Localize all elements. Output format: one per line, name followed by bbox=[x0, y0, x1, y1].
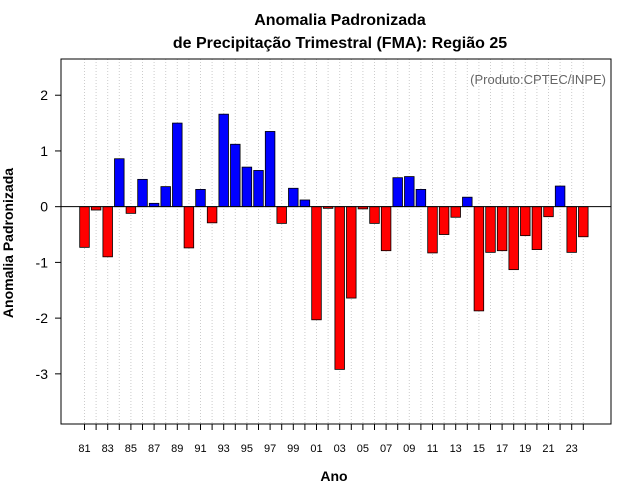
y-axis-label: Anomalia Padronizada bbox=[0, 168, 16, 318]
grid-lines bbox=[84, 59, 584, 424]
credit-label: (Produto:CPTEC/INPE) bbox=[470, 72, 606, 87]
bar-1988 bbox=[160, 186, 171, 208]
bar-1989 bbox=[172, 122, 183, 208]
bar-2024 bbox=[578, 206, 589, 238]
x-tick-label: 11 bbox=[427, 443, 438, 455]
x-tick-label: 13 bbox=[450, 443, 462, 455]
x-tick-label: 81 bbox=[78, 443, 90, 455]
x-tick-label: 23 bbox=[566, 443, 578, 455]
bar-1981 bbox=[79, 206, 90, 248]
bar-1993 bbox=[218, 113, 229, 208]
bar-1987 bbox=[148, 202, 160, 208]
y-tick-label: 0 bbox=[40, 199, 48, 215]
y-tick-label: 2 bbox=[40, 87, 48, 103]
bar-1986 bbox=[137, 178, 148, 208]
bar-2021 bbox=[543, 206, 554, 218]
bars bbox=[79, 113, 589, 370]
x-tick-label: 21 bbox=[542, 443, 554, 455]
bar-2017 bbox=[496, 206, 508, 252]
x-axis-label: Ano bbox=[320, 468, 347, 484]
bar-2003 bbox=[334, 206, 345, 370]
bar-1996 bbox=[253, 170, 264, 208]
x-tick-label: 85 bbox=[125, 443, 137, 455]
bar-2023 bbox=[566, 206, 577, 253]
y-tick-label: 1 bbox=[40, 143, 48, 159]
y-tick-label: -3 bbox=[36, 366, 49, 382]
y-tick-label: -1 bbox=[36, 254, 49, 270]
chart-subtitle: de Precipitação Trimestral (FMA): Região… bbox=[173, 35, 507, 52]
bar-1990 bbox=[183, 206, 195, 249]
bar-1984 bbox=[114, 158, 125, 208]
y-tick-label: -2 bbox=[36, 310, 49, 326]
bar-1985 bbox=[125, 206, 137, 214]
bar-2011 bbox=[427, 206, 438, 254]
x-tick-label: 09 bbox=[403, 443, 415, 455]
bar-2009 bbox=[404, 176, 415, 208]
x-tick-label: 07 bbox=[380, 443, 392, 455]
bar-2010 bbox=[415, 188, 427, 208]
bar-1982 bbox=[90, 206, 102, 211]
bar-2013 bbox=[450, 206, 461, 218]
x-tick-label: 15 bbox=[473, 443, 485, 455]
x-tick-label: 05 bbox=[357, 443, 369, 455]
bar-1995 bbox=[241, 166, 253, 208]
x-tick-label: 01 bbox=[310, 443, 322, 455]
x-tick-label: 19 bbox=[519, 443, 531, 455]
bar-1992 bbox=[206, 206, 218, 224]
bar-1998 bbox=[276, 206, 287, 224]
x-tick-label: 95 bbox=[241, 443, 253, 455]
bar-2016 bbox=[485, 206, 496, 253]
bar-1999 bbox=[288, 187, 299, 208]
bar-1994 bbox=[230, 143, 241, 208]
x-tick-label: 87 bbox=[148, 443, 160, 455]
y-axis: -3 -2 -1 0 1 2 bbox=[36, 87, 61, 382]
x-tick-label: 99 bbox=[287, 443, 299, 455]
plot-frame bbox=[60, 58, 612, 425]
x-tick-label: 93 bbox=[218, 443, 230, 455]
bar-2004 bbox=[346, 206, 357, 299]
x-tick-label: 17 bbox=[496, 443, 508, 455]
bar-2015 bbox=[473, 206, 485, 312]
x-tick-label: 89 bbox=[171, 443, 183, 455]
bar-1991 bbox=[195, 188, 206, 208]
bar-2000 bbox=[299, 199, 311, 208]
x-tick-label: 03 bbox=[334, 443, 346, 455]
bar-2007 bbox=[380, 206, 392, 252]
bar-2019 bbox=[520, 206, 531, 237]
bar-2014 bbox=[462, 196, 473, 208]
bar-2022 bbox=[554, 185, 566, 208]
chart-title: Anomalia Padronizada bbox=[254, 12, 426, 29]
bar-2001 bbox=[311, 206, 322, 321]
bar-1983 bbox=[102, 206, 113, 258]
x-tick-label: 97 bbox=[264, 443, 276, 455]
bar-1997 bbox=[264, 131, 276, 208]
bar-2008 bbox=[392, 177, 403, 208]
bar-2020 bbox=[531, 206, 543, 250]
bar-2018 bbox=[508, 206, 519, 271]
bar-2012 bbox=[438, 206, 450, 235]
x-axis: 81 83 85 87 89 91 93 95 97 99 01 03 05 07 09 11 13 15 17 19… bbox=[78, 424, 584, 455]
x-tick-label: 83 bbox=[102, 443, 114, 455]
x-tick-label: 91 bbox=[194, 443, 206, 455]
bar-2006 bbox=[369, 206, 380, 224]
